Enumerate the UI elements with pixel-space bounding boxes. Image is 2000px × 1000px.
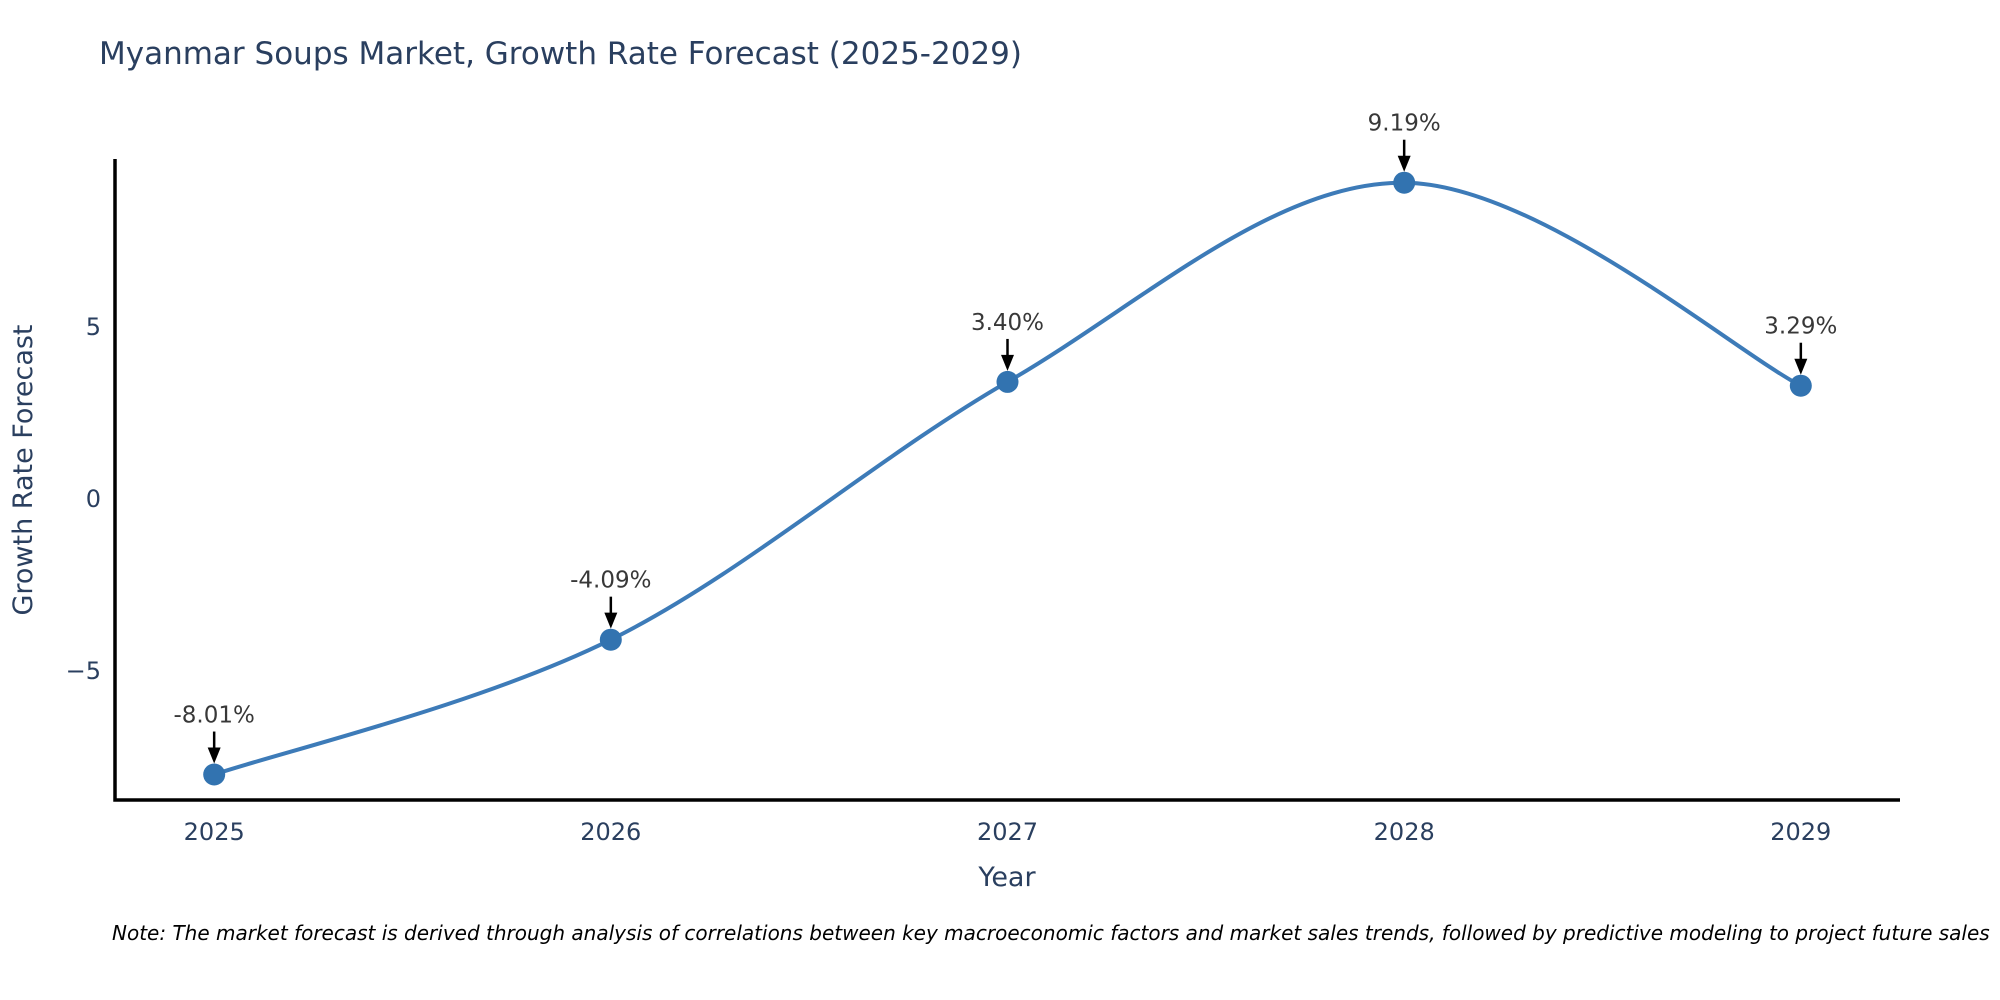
annotation-arrowhead — [604, 612, 618, 629]
x-tick-label: 2028 — [1374, 818, 1435, 846]
point-annotation: -8.01% — [174, 703, 255, 729]
x-tick-label: 2029 — [1770, 818, 1831, 846]
x-tick-label: 2025 — [184, 818, 245, 846]
annotation-arrowhead — [207, 747, 221, 764]
data-point-marker — [996, 370, 1019, 393]
chart-footnote: Note: The market forecast is derived thr… — [112, 921, 1990, 945]
x-tick-label: 2026 — [580, 818, 641, 846]
data-point-marker — [599, 628, 622, 651]
trend-line — [212, 180, 1803, 777]
annotation-arrowhead — [1397, 155, 1411, 172]
axis-lines — [113, 159, 1900, 802]
point-annotation: 3.40% — [971, 310, 1044, 336]
x-axis-tick-layer: 2025 2026 2027 2028 2029 — [184, 818, 1832, 846]
data-point-marker — [1393, 171, 1416, 194]
annotation-arrowhead — [1794, 358, 1808, 375]
y-axis-title: Growth Rate Forecast — [8, 324, 39, 615]
point-annotation: -4.09% — [570, 568, 651, 594]
x-tick-label: 2027 — [977, 818, 1038, 846]
y-axis-tick-layer: 5 0 −5 — [66, 313, 101, 685]
annotation-layer: -8.01% -4.09% 3.40% 9.19% 3.29% — [174, 111, 1837, 764]
y-tick-label: 5 — [86, 313, 101, 341]
trend-line-layer — [212, 180, 1803, 777]
y-tick-label: −5 — [66, 657, 101, 685]
data-point-layer — [203, 171, 1812, 786]
point-annotation: 3.29% — [1764, 314, 1837, 340]
point-annotation: 9.19% — [1368, 111, 1441, 137]
annotation-arrowhead — [1001, 354, 1014, 371]
data-point-marker — [1789, 374, 1812, 397]
chart-title: Myanmar Soups Market, Growth Rate Foreca… — [99, 36, 1022, 72]
x-axis-title: Year — [977, 862, 1036, 893]
data-point-marker — [203, 763, 226, 786]
y-tick-label: 0 — [86, 485, 101, 513]
